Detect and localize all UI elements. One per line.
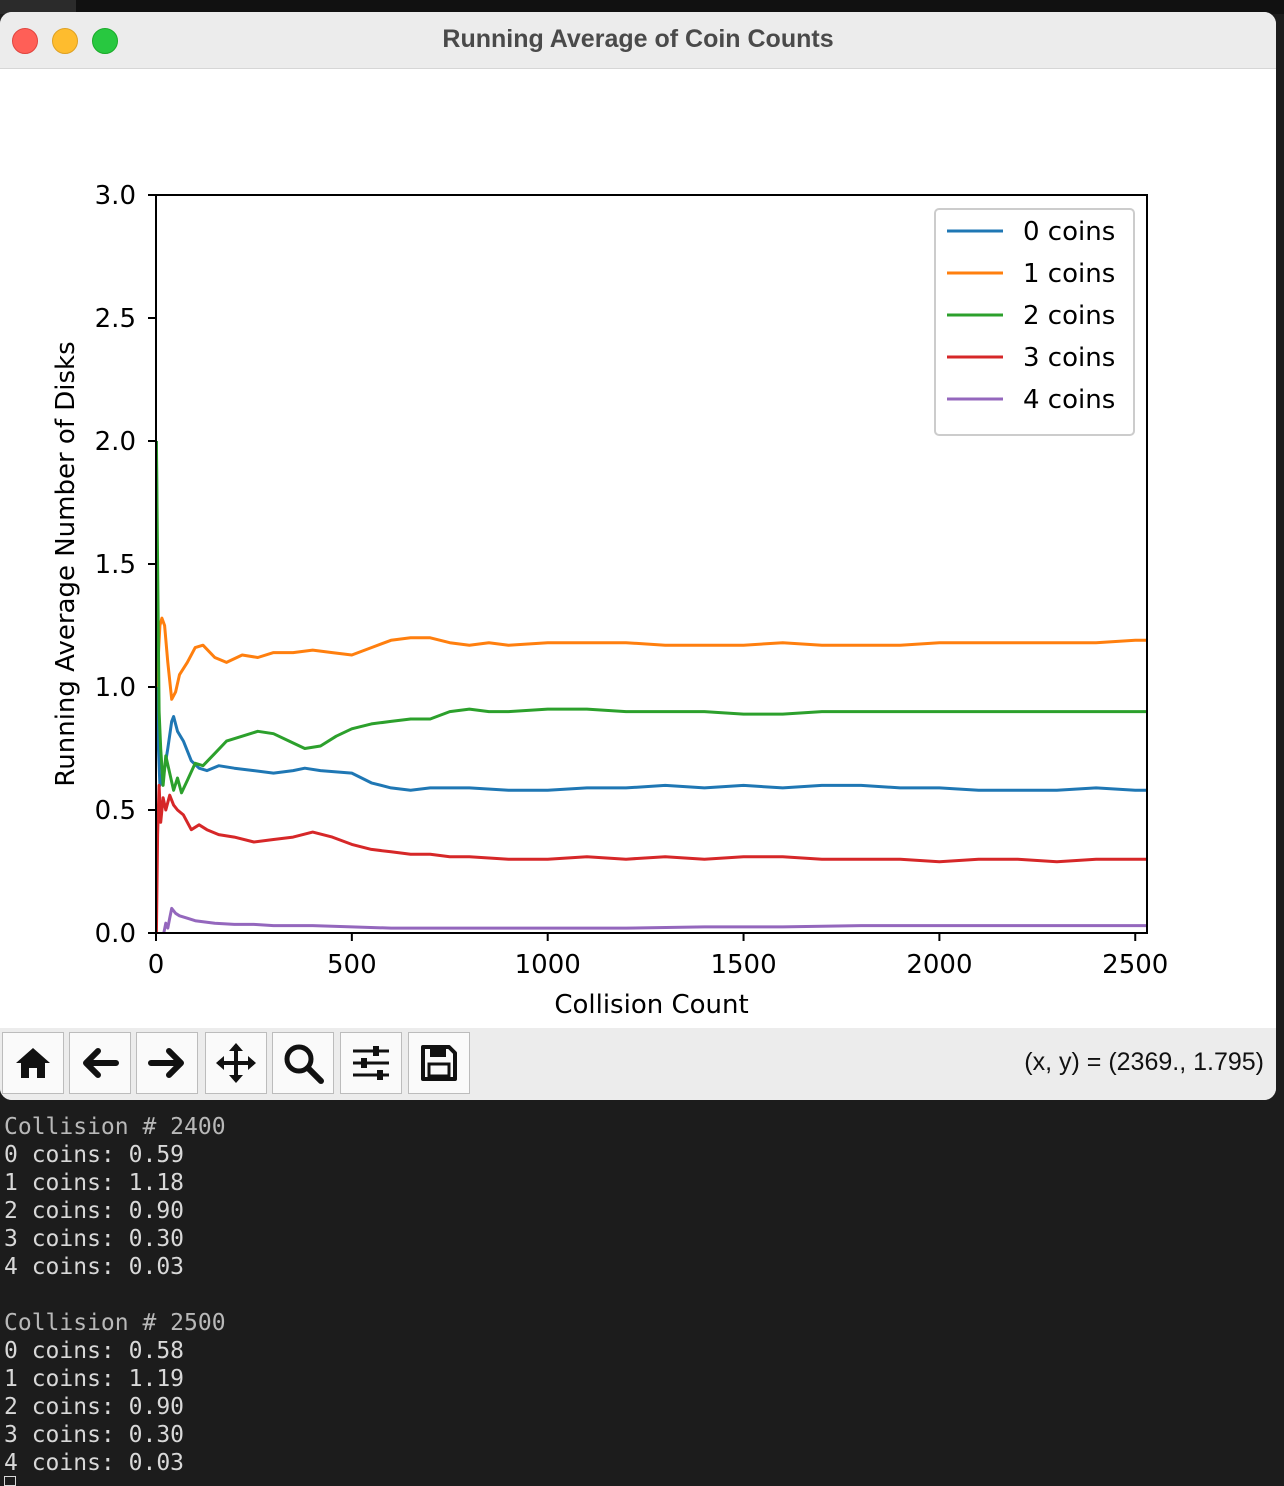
y-tick-label-1: 0.5 <box>95 796 136 826</box>
close-window-button[interactable] <box>12 28 38 54</box>
legend-label-2: 2 coins <box>1023 301 1115 331</box>
x-tick-label-5: 2500 <box>1102 950 1168 980</box>
console-line: 0 coins: 0.59 <box>4 1142 185 1168</box>
move-icon <box>216 1043 256 1083</box>
arrow-left-icon <box>83 1048 119 1078</box>
y-axis-label: Running Average Number of Disks <box>51 341 81 786</box>
y-tick-label-6: 3.0 <box>95 181 136 211</box>
cursor-coordinates: (x, y) = (2369., 1.795) <box>1024 1048 1264 1076</box>
sliders-icon <box>353 1046 389 1080</box>
x-tick-label-1: 500 <box>327 950 377 980</box>
console-line: Collision # 2500 <box>4 1310 226 1336</box>
legend-label-3: 3 coins <box>1023 343 1115 373</box>
terminal-cursor <box>4 1476 16 1486</box>
y-tick-label-2: 1.0 <box>95 673 136 703</box>
desktop-top-strip <box>0 0 1284 14</box>
x-tick-label-4: 2000 <box>906 950 972 980</box>
window-title: Running Average of Coin Counts <box>442 25 834 53</box>
series-line-1 <box>156 616 1147 701</box>
legend-box <box>934 208 1135 436</box>
configure-subplots-button[interactable] <box>340 1032 402 1094</box>
maximize-window-button[interactable] <box>92 28 118 54</box>
navigation-toolbar: (x, y) = (2369., 1.795) <box>0 1028 1276 1100</box>
magnifier-icon <box>284 1044 324 1084</box>
console-line: 4 coins: 0.03 <box>4 1450 185 1476</box>
legend-label-1: 1 coins <box>1023 259 1115 289</box>
legend-label-0: 0 coins <box>1023 217 1115 247</box>
console-line: 2 coins: 0.90 <box>4 1394 185 1420</box>
line-chart[interactable]: 0 500 1000 1500 2000 2500 0.0 0.5 1.0 1.5 2.0 2.5 3.… <box>0 68 1276 1028</box>
console-line <box>4 1281 1274 1309</box>
save-button[interactable] <box>408 1032 470 1094</box>
x-tick-label-2: 1000 <box>515 950 581 980</box>
home-icon <box>16 1048 50 1078</box>
legend-label-4: 4 coins <box>1023 385 1115 415</box>
x-axis-label: Collision Count <box>554 990 748 1020</box>
desktop-top-block <box>0 0 76 14</box>
console-line: 4 coins: 0.03 <box>4 1254 185 1280</box>
console-line: Collision # 2400 <box>4 1114 226 1140</box>
title-bar: Running Average of Coin Counts <box>0 12 1276 69</box>
pan-button[interactable] <box>205 1032 267 1094</box>
x-tick-label-0: 0 <box>148 950 165 980</box>
y-tick-label-5: 2.5 <box>95 304 136 334</box>
figure-window: Running Average of Coin Counts 0 500 1000 1… <box>0 12 1276 1100</box>
floppy-disk-icon <box>421 1045 457 1081</box>
series-line-4 <box>162 906 1147 933</box>
console-line: 3 coins: 0.30 <box>4 1226 185 1252</box>
forward-button[interactable] <box>136 1032 198 1094</box>
series-line-0 <box>156 440 1147 792</box>
console-line: 0 coins: 0.58 <box>4 1338 185 1364</box>
y-tick-label-3: 1.5 <box>95 550 136 580</box>
back-button[interactable] <box>69 1032 131 1094</box>
console-line: 2 coins: 0.90 <box>4 1198 185 1224</box>
console-line: 3 coins: 0.30 <box>4 1422 185 1448</box>
console-line: 1 coins: 1.19 <box>4 1366 185 1392</box>
y-tick-label-4: 2.0 <box>95 427 136 457</box>
minimize-window-button[interactable] <box>52 28 78 54</box>
terminal-output: Collision # 2400 0 coins: 0.59 1 coins: 1.… <box>4 1113 1274 1477</box>
series-line-2 <box>156 440 1147 795</box>
y-tick-label-0: 0.0 <box>95 919 136 949</box>
zoom-button[interactable] <box>272 1032 334 1094</box>
arrow-right-icon <box>148 1048 184 1078</box>
series-line-3 <box>156 783 1147 933</box>
plot-area[interactable]: 0 500 1000 1500 2000 2500 0.0 0.5 1.0 1.5 2.0 2.5 3.… <box>0 68 1276 1028</box>
home-button[interactable] <box>2 1032 64 1094</box>
console-line: 1 coins: 1.18 <box>4 1170 185 1196</box>
x-tick-label-3: 1500 <box>710 950 776 980</box>
